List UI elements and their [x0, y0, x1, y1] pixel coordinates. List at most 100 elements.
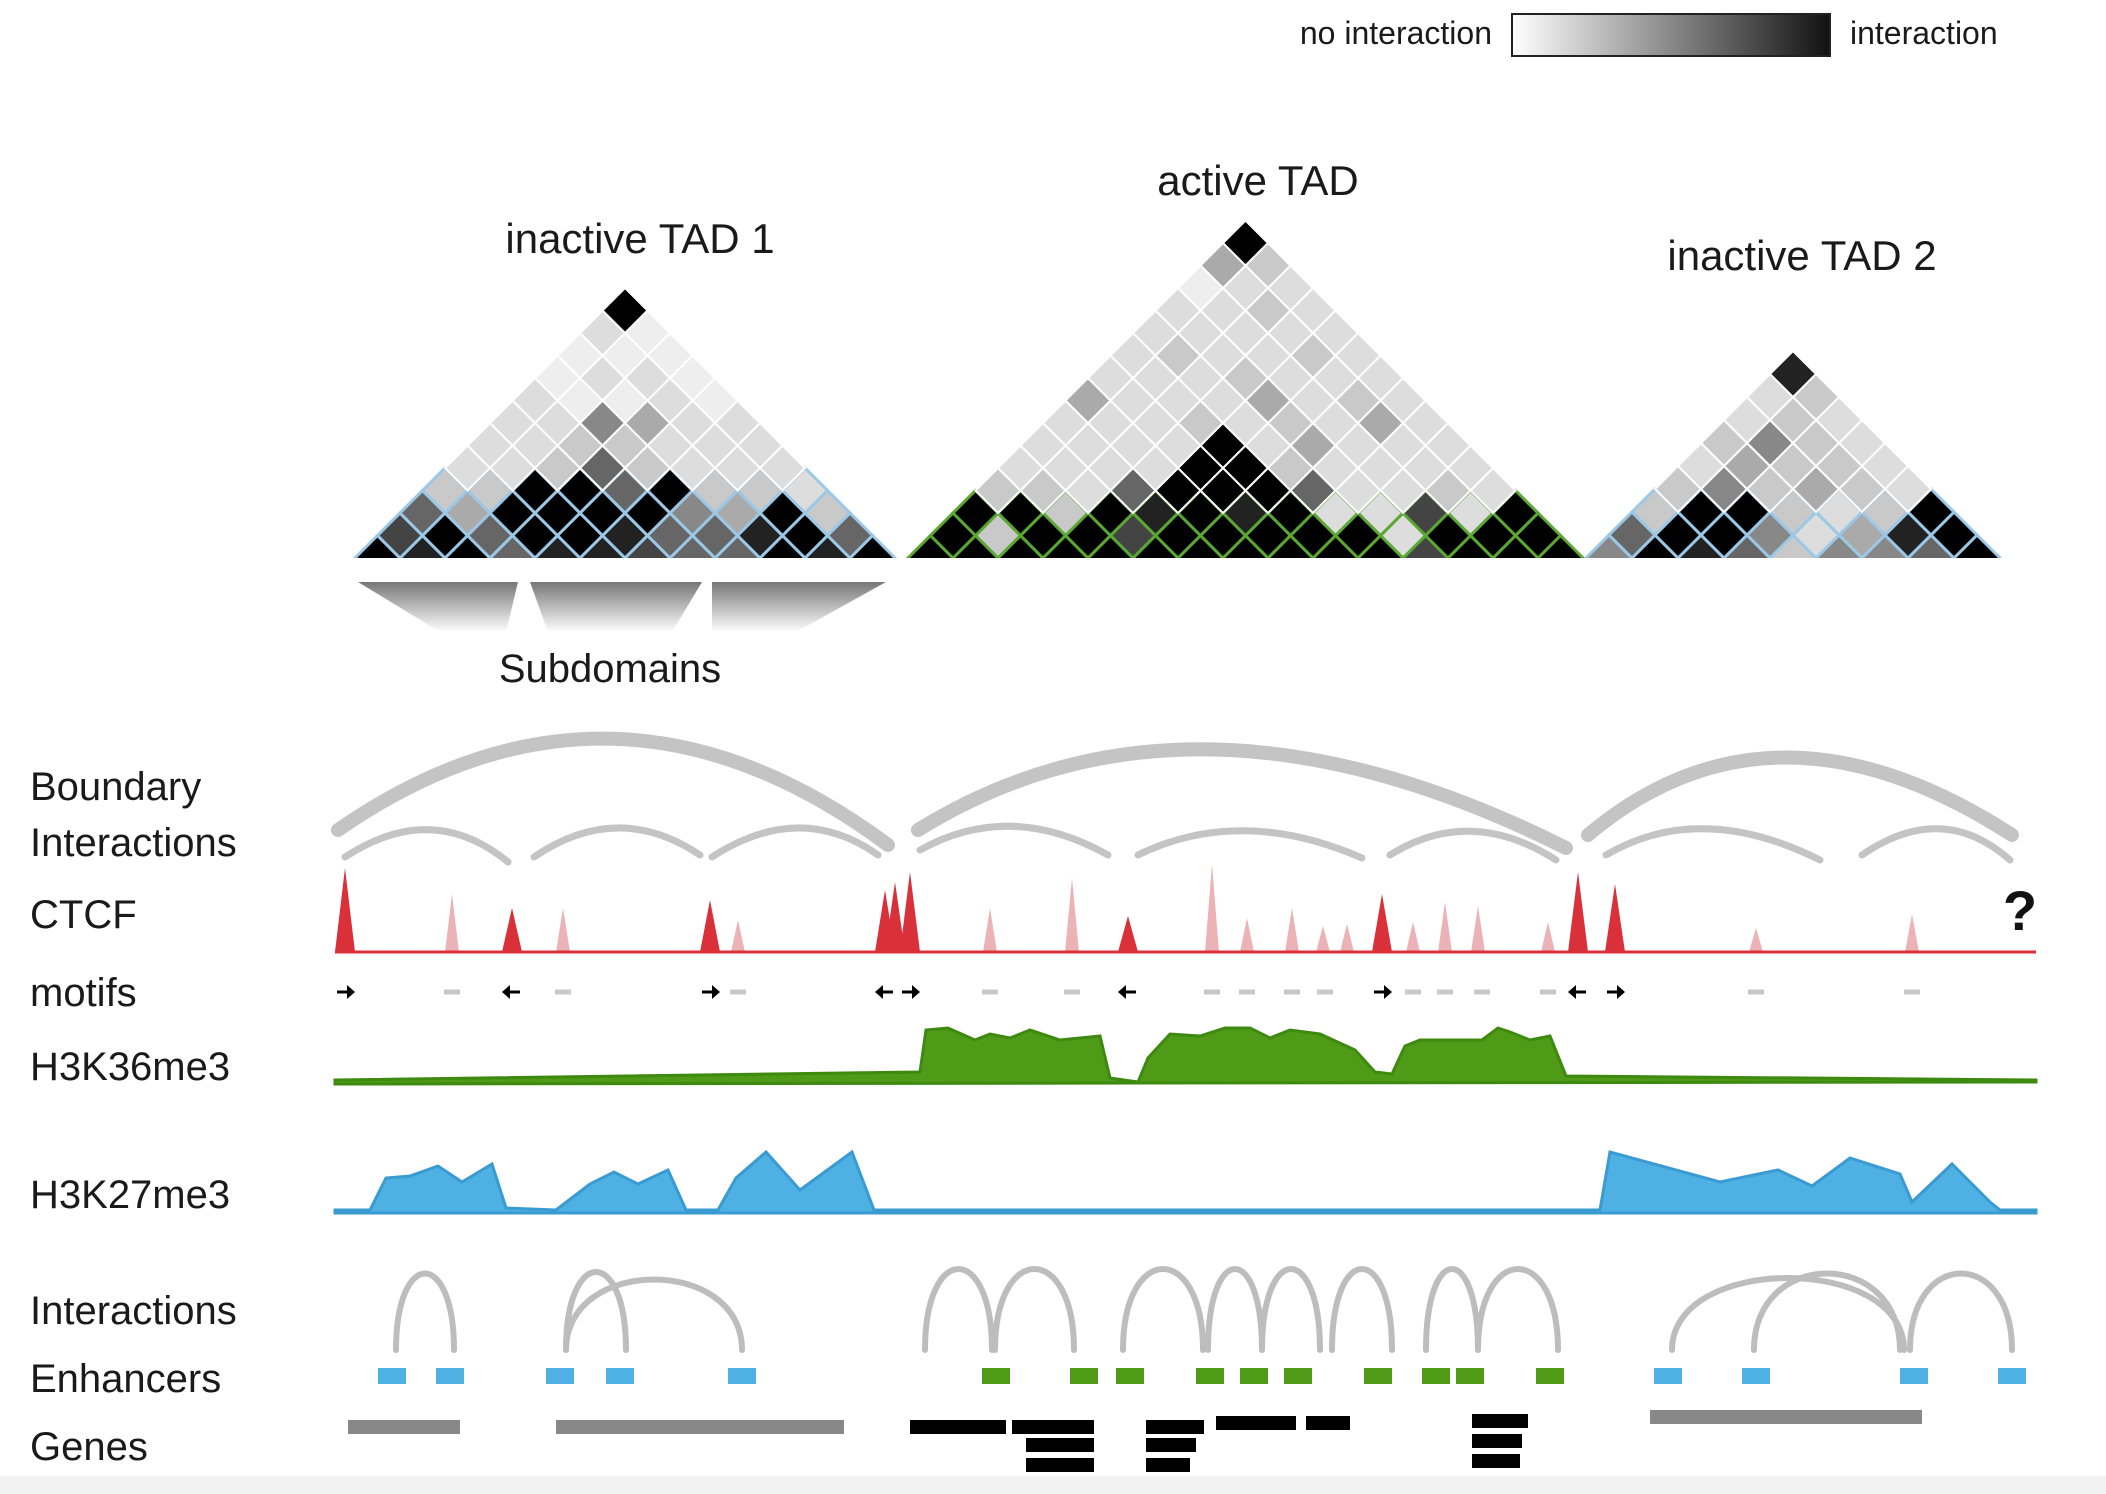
gene-active	[1012, 1420, 1094, 1434]
interaction-arc	[992, 1266, 1077, 1353]
subdomain-wedge-2	[530, 582, 702, 632]
gene-active	[1026, 1458, 1094, 1472]
track-label-ctcf: CTCF	[30, 893, 137, 937]
gene-inactive	[556, 1420, 844, 1434]
legend: no interaction interaction	[1300, 13, 1998, 57]
ctcf-peak	[1749, 928, 1763, 952]
heatmap-base-mask	[904, 558, 1587, 585]
enhancers-track	[378, 1368, 2026, 1384]
subdomain-arc-8	[1858, 825, 2014, 864]
enhancer-inactive	[378, 1368, 406, 1384]
ctcf-peak	[1065, 878, 1079, 952]
h3k27me3-track	[333, 1149, 2038, 1215]
enhancer-inactive	[1998, 1368, 2026, 1384]
enhancer-active	[1070, 1368, 1098, 1384]
heatmap-cell	[1768, 349, 1818, 399]
ctcf-peak	[1205, 864, 1219, 952]
motif-right-arrow-icon	[1607, 985, 1625, 999]
track-label-h3k27me3: H3K27me3	[30, 1173, 230, 1217]
heatmap-active-tad	[904, 219, 1587, 585]
h3k36me3-track	[333, 1026, 2038, 1086]
motif-left-arrow-icon	[1118, 985, 1136, 999]
interaction-arc	[1120, 1266, 1206, 1353]
gene-active	[1306, 1416, 1350, 1430]
motif-left-arrow-icon	[502, 985, 520, 999]
legend-low-label: no interaction	[1300, 15, 1492, 51]
heatmap-base-mask	[351, 558, 899, 585]
track-label-motifs: motifs	[30, 971, 137, 1015]
ctcf-peak	[983, 908, 997, 952]
enhancer-active	[1456, 1368, 1484, 1384]
motif-right-arrow-icon	[902, 985, 920, 999]
enhancer-active	[1536, 1368, 1564, 1384]
ctcf-peak	[502, 908, 522, 952]
track-label-h3k36me3: H3K36me3	[30, 1045, 230, 1089]
ctcf-peak	[1905, 914, 1919, 952]
enhancer-active	[1240, 1368, 1268, 1384]
gene-active	[1026, 1438, 1094, 1452]
heatmap-base-mask	[1582, 558, 2004, 585]
enhancer-inactive	[728, 1368, 756, 1384]
boundary-arc-tad-active	[911, 742, 1573, 855]
ctcf-peak	[1340, 924, 1354, 952]
gene-active	[1472, 1414, 1528, 1428]
interaction-arc	[563, 1276, 745, 1353]
bottom-fade	[0, 1476, 2106, 1494]
track-label-boundary-interactions: Boundary Interactions	[30, 765, 237, 865]
enhancer-inactive	[606, 1368, 634, 1384]
unknown-mark: ?	[2003, 879, 2037, 942]
interaction-arc	[1423, 1266, 1481, 1353]
heatmap-inactive-tad-1	[351, 286, 899, 585]
heatmap-inactive-tad-2	[1582, 349, 2004, 585]
gene-active	[1146, 1420, 1204, 1434]
subdomain-arc-1	[341, 826, 512, 866]
subdomain-arc-6	[1386, 827, 1560, 864]
gene-inactive	[1650, 1410, 1922, 1424]
gene-active	[1472, 1454, 1520, 1468]
boundary-arc-tad2	[1581, 750, 2019, 842]
gene-active	[1216, 1416, 1296, 1430]
enhancer-active	[1284, 1368, 1312, 1384]
interaction-arc	[1205, 1266, 1265, 1353]
ctcf-peak	[1285, 908, 1299, 952]
ctcf-peak	[885, 882, 905, 952]
interaction-arc	[393, 1270, 457, 1353]
ctcf-peak	[556, 908, 570, 952]
subdomain-arc-3	[708, 824, 882, 861]
track-label-enhancers: Enhancers	[30, 1357, 221, 1401]
enhancer-active	[1364, 1368, 1392, 1384]
track-label-genes: Genes	[30, 1425, 148, 1469]
interaction-arc	[563, 1269, 629, 1353]
subdomain-wedge-1	[358, 582, 518, 632]
interaction-arc	[922, 1266, 995, 1353]
enhancer-inactive	[1654, 1368, 1682, 1384]
gene-active	[910, 1420, 1006, 1434]
legend-gradient-bar	[1511, 13, 1831, 57]
motif-left-arrow-icon	[1568, 985, 1586, 999]
enhancer-active	[982, 1368, 1010, 1384]
legend-high-label: interaction	[1850, 15, 1998, 51]
subdomain-arc-2	[530, 824, 704, 861]
enhancer-active	[1116, 1368, 1144, 1384]
enhancer-inactive	[1742, 1368, 1770, 1384]
enhancer-inactive	[436, 1368, 464, 1384]
ctcf-peak	[1471, 906, 1485, 952]
interaction-arc	[1259, 1266, 1323, 1353]
subdomains-label: Subdomains	[499, 647, 721, 691]
genes-track	[348, 1410, 1922, 1472]
motif-right-arrow-icon	[337, 985, 355, 999]
boundary-arc-tad1	[331, 731, 895, 852]
subdomain-arc-5	[1134, 827, 1366, 862]
ctcf-peak	[1240, 918, 1254, 952]
track-labels: Boundary Interactions CTCF motifs H3K36m…	[30, 765, 237, 1469]
boundary-interaction-arcs	[331, 731, 2019, 866]
interactions-track	[393, 1266, 2015, 1353]
ctcf-peak	[1118, 916, 1138, 952]
ctcf-peak	[1372, 894, 1392, 952]
subdomain-shading	[358, 582, 886, 632]
interaction-arc	[1329, 1266, 1395, 1353]
motifs-track	[337, 985, 1920, 999]
heatmap-cell	[1221, 219, 1270, 267]
gene-active	[1472, 1434, 1522, 1448]
